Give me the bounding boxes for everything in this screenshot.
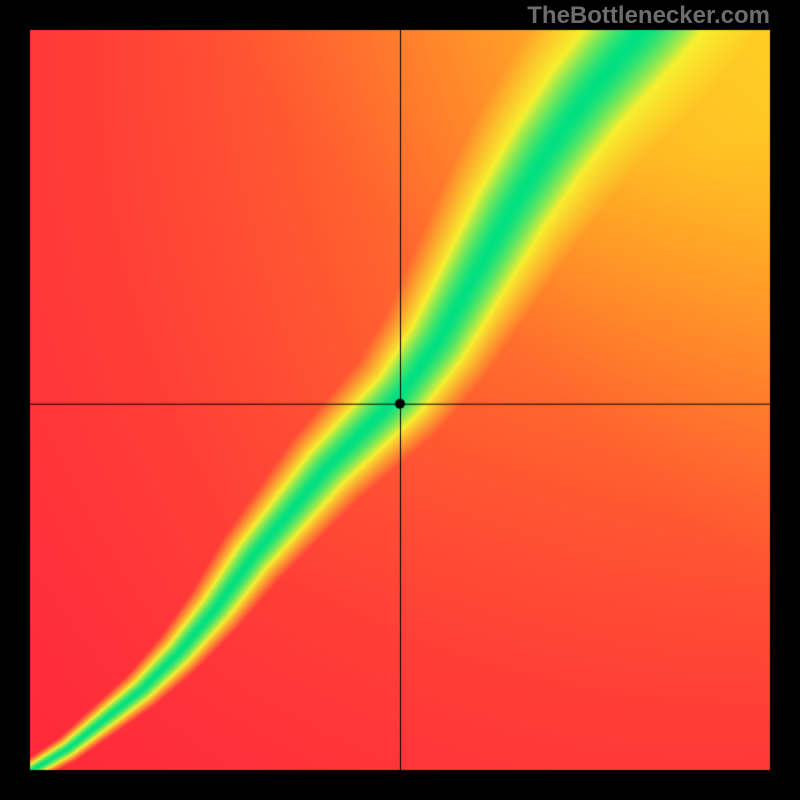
chart-stage: TheBottlenecker.com <box>0 0 800 800</box>
bottleneck-heatmap <box>0 0 800 800</box>
